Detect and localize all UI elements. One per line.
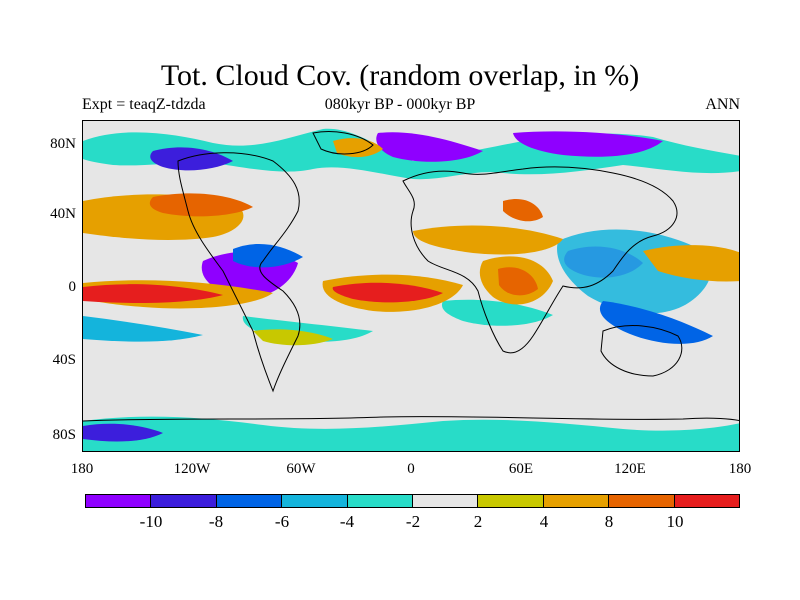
season-label: ANN <box>705 96 740 113</box>
x-tick-label: 180 <box>70 461 94 477</box>
y-tick-label: 0 <box>68 279 77 295</box>
colorbar-segment <box>609 495 675 507</box>
coastlines <box>83 131 739 422</box>
colorbar-label: 8 <box>604 512 614 531</box>
colorbar-segment <box>478 495 544 507</box>
x-tick-label: 60E <box>508 461 534 477</box>
colorbar <box>85 494 740 508</box>
x-tick-label: 120E <box>614 461 646 477</box>
colorbar-segment <box>413 495 479 507</box>
x-tick-label: 60W <box>286 461 316 477</box>
map-plot <box>82 120 740 452</box>
positive-anomaly-regions <box>83 138 739 346</box>
colorbar-segment <box>282 495 348 507</box>
colorbar-label: 2 <box>473 512 483 531</box>
colorbar-segment <box>347 495 414 507</box>
negative-anomaly-regions <box>83 128 739 451</box>
colorbar-label: -2 <box>405 512 421 531</box>
colorbar-segment <box>543 495 610 507</box>
colorbar-label: 10 <box>666 512 684 531</box>
colorbar-segment <box>151 495 217 507</box>
map-title: Tot. Cloud Cov. (random overlap, in %) <box>160 59 640 92</box>
colorbar-label: -4 <box>339 512 355 531</box>
y-tick-label: 40S <box>52 352 76 368</box>
colorbar-segment <box>674 495 740 507</box>
y-tick-label: 40N <box>50 206 76 222</box>
x-tick-label: 0 <box>407 461 415 477</box>
colorbar-segment <box>216 495 283 507</box>
colorbar-label: -8 <box>208 512 224 531</box>
y-tick-label: 80N <box>50 136 76 152</box>
colorbar-label: -10 <box>139 512 163 531</box>
x-tick-label: 120W <box>173 461 211 477</box>
colorbar-segment <box>86 495 152 507</box>
colorbar-label: -6 <box>274 512 290 531</box>
x-tick-label: 180 <box>728 461 752 477</box>
anomaly-field <box>83 121 739 451</box>
experiment-label: Expt = teaqZ-tdzda <box>82 96 206 113</box>
colorbar-label: 4 <box>539 512 549 531</box>
y-tick-label: 80S <box>52 427 76 443</box>
period-label: 080kyr BP - 000kyr BP <box>324 96 476 113</box>
